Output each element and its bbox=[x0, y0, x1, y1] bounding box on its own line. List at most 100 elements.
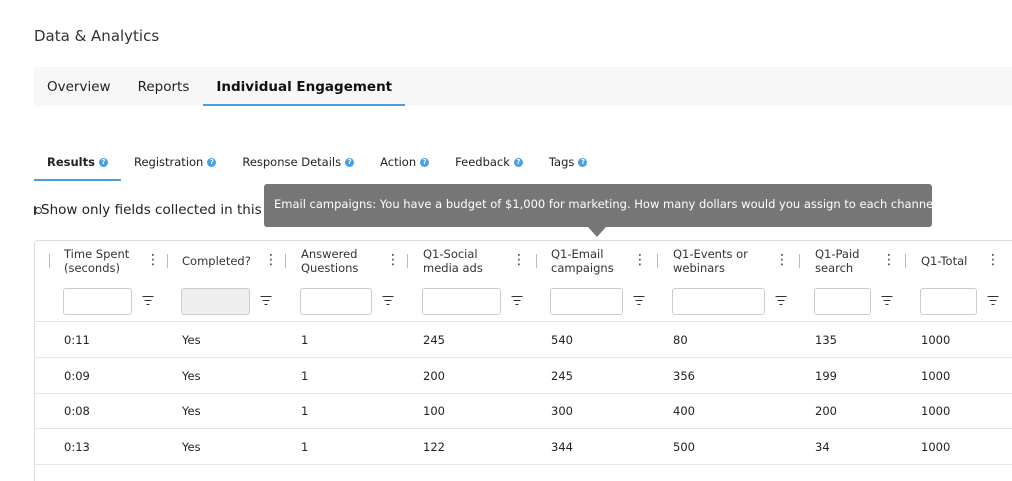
table-cell: 100 bbox=[423, 404, 445, 418]
table-row[interactable]: 0:11 Yes 1 245 540 80 135 1000 bbox=[35, 322, 1012, 358]
table-cell: 1 bbox=[301, 369, 309, 383]
table-cell: 344 bbox=[551, 440, 573, 454]
table-cell: 0:08 bbox=[64, 404, 90, 418]
table-cell: Yes bbox=[182, 369, 201, 383]
filter-icon[interactable] bbox=[987, 296, 998, 306]
toggle-icon[interactable] bbox=[34, 205, 42, 215]
column-header-q1-social[interactable]: Q1-Social media ads bbox=[423, 247, 483, 279]
table-cell: 200 bbox=[815, 404, 837, 418]
table-cell: 1000 bbox=[921, 369, 951, 383]
help-icon[interactable]: ? bbox=[207, 157, 217, 167]
subtab-feedback[interactable]: Feedback ? bbox=[442, 152, 536, 181]
column-header-label: Q1-Paid bbox=[815, 247, 860, 261]
help-icon[interactable]: ? bbox=[513, 157, 523, 167]
column-menu-icon[interactable]: ⋮ bbox=[633, 252, 647, 268]
filter-input-answered-questions[interactable] bbox=[300, 288, 372, 315]
column-header-completed[interactable]: Completed? bbox=[182, 254, 251, 286]
filter-icon[interactable] bbox=[382, 296, 393, 306]
column-separator[interactable] bbox=[49, 254, 50, 268]
column-header-label: Completed? bbox=[182, 254, 251, 268]
table-cell: Yes bbox=[182, 333, 201, 347]
tab-reports[interactable]: Reports bbox=[137, 78, 190, 95]
column-menu-icon[interactable]: ⋮ bbox=[264, 252, 278, 268]
subtab-registration[interactable]: Registration ? bbox=[121, 152, 229, 181]
column-separator[interactable] bbox=[285, 254, 286, 268]
filter-icon[interactable] bbox=[775, 296, 786, 306]
subtab-label: Registration bbox=[133, 155, 204, 169]
tooltip-arrow bbox=[588, 227, 606, 237]
column-header-label: media ads bbox=[423, 261, 483, 275]
column-header-label: Q1-Email bbox=[551, 247, 604, 261]
tab-overview[interactable]: Overview bbox=[47, 78, 111, 95]
column-header-label: (seconds) bbox=[64, 261, 120, 275]
filter-input-q1-email[interactable] bbox=[550, 288, 623, 315]
column-header-answered-questions[interactable]: Answered Questions bbox=[301, 247, 358, 279]
table-cell: 245 bbox=[551, 369, 573, 383]
column-separator[interactable] bbox=[657, 254, 658, 268]
filter-input-q1-events[interactable] bbox=[672, 288, 765, 315]
table-row[interactable]: 0:09 Yes 1 200 245 356 199 1000 bbox=[35, 358, 1012, 394]
subtab-label: Action bbox=[380, 155, 417, 169]
column-header-time-spent[interactable]: Time Spent (seconds) bbox=[64, 247, 129, 279]
filter-icon[interactable] bbox=[881, 296, 892, 306]
column-menu-icon[interactable]: ⋮ bbox=[986, 252, 1000, 268]
column-header-label: campaigns bbox=[551, 261, 614, 275]
header-row: Time Spent (seconds) ⋮ Completed? ⋮ Answ… bbox=[35, 241, 1012, 285]
filter-icon[interactable] bbox=[633, 296, 644, 306]
column-header-label: Answered bbox=[301, 247, 358, 261]
table-cell: Yes bbox=[182, 440, 201, 454]
table-cell: 34 bbox=[815, 440, 830, 454]
filter-input-q1-paid-search[interactable] bbox=[814, 288, 871, 315]
filter-input-completed[interactable] bbox=[181, 288, 250, 315]
help-icon[interactable]: ? bbox=[98, 157, 108, 167]
column-tooltip: Email campaigns: You have a budget of $1… bbox=[264, 184, 943, 227]
table-cell: 400 bbox=[673, 404, 695, 418]
column-header-label: Q1-Events or bbox=[673, 247, 748, 261]
table-cell: 1 bbox=[301, 440, 309, 454]
table-row[interactable]: 0:13 Yes 1 122 344 500 34 1000 bbox=[35, 429, 1012, 465]
column-header-label: webinars bbox=[673, 261, 726, 275]
filter-input-q1-social[interactable] bbox=[422, 288, 501, 315]
subtab-tags[interactable]: Tags ? bbox=[536, 152, 600, 181]
subtab-results[interactable]: Results ? bbox=[34, 152, 121, 181]
column-separator[interactable] bbox=[536, 254, 537, 268]
help-icon[interactable]: ? bbox=[420, 157, 430, 167]
column-menu-icon[interactable]: ⋮ bbox=[146, 252, 160, 268]
column-menu-icon[interactable]: ⋮ bbox=[386, 252, 400, 268]
table-cell: 199 bbox=[815, 369, 837, 383]
column-header-q1-paid-search[interactable]: Q1-Paid search bbox=[815, 247, 859, 279]
filter-icon[interactable] bbox=[511, 296, 522, 306]
column-separator[interactable] bbox=[167, 254, 168, 268]
column-header-q1-email[interactable]: Q1-Email campaigns bbox=[551, 247, 614, 279]
help-icon[interactable]: ? bbox=[345, 157, 355, 167]
subtab-response-details[interactable]: Response Details ? bbox=[229, 152, 367, 181]
filter-input-time-spent[interactable] bbox=[63, 288, 132, 315]
column-separator[interactable] bbox=[799, 254, 800, 268]
subtab-label: Feedback bbox=[455, 155, 510, 169]
column-separator[interactable] bbox=[407, 254, 408, 268]
table-cell: 200 bbox=[423, 369, 445, 383]
subtab-action[interactable]: Action ? bbox=[367, 152, 442, 181]
column-menu-icon[interactable]: ⋮ bbox=[512, 252, 526, 268]
show-only-collected-toggle[interactable]: Show only fields collected in this i bbox=[34, 202, 264, 218]
table-cell: 1 bbox=[301, 404, 309, 418]
column-header-q1-events[interactable]: Q1-Events or webinars bbox=[673, 247, 748, 279]
filter-icon[interactable] bbox=[260, 296, 271, 306]
table-cell: 300 bbox=[551, 404, 573, 418]
table-cell: 540 bbox=[551, 333, 573, 347]
filter-input-q1-total[interactable] bbox=[920, 288, 977, 315]
table-row[interactable]: 0:08 Yes 1 100 300 400 200 1000 bbox=[35, 393, 1012, 429]
filter-icon[interactable] bbox=[142, 296, 153, 306]
column-header-q1-total[interactable]: Q1-Total bbox=[921, 254, 967, 286]
column-menu-icon[interactable]: ⋮ bbox=[882, 252, 896, 268]
tab-individual-engagement[interactable]: Individual Engagement bbox=[203, 67, 405, 106]
table-cell: 0:11 bbox=[64, 333, 90, 347]
table-cell: 135 bbox=[815, 333, 837, 347]
column-menu-icon[interactable]: ⋮ bbox=[775, 252, 789, 268]
top-tab-bar: Overview Reports Individual Engagement bbox=[34, 67, 1012, 106]
column-separator[interactable] bbox=[905, 254, 906, 268]
table-cell: 1 bbox=[301, 333, 309, 347]
help-icon[interactable]: ? bbox=[578, 157, 588, 167]
subtab-label: Results bbox=[47, 155, 95, 169]
column-header-label: Q1-Social bbox=[423, 247, 478, 261]
